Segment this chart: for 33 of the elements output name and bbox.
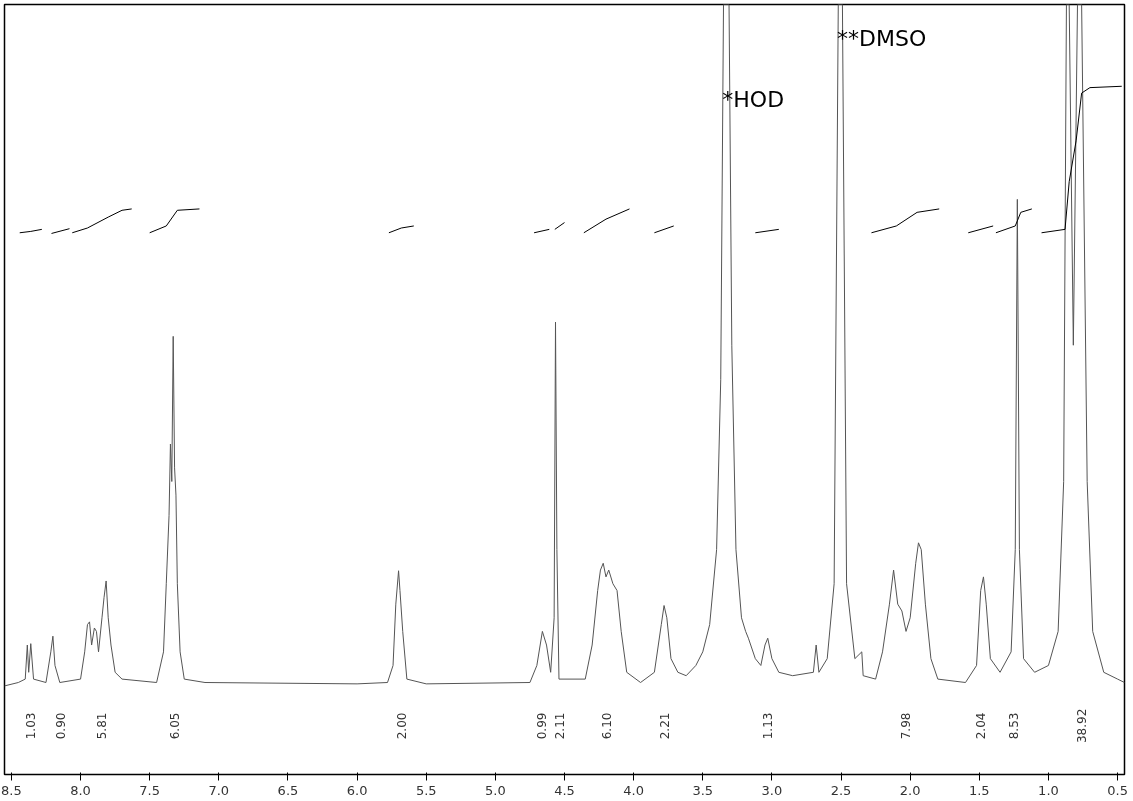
text: 2.00: [394, 712, 409, 740]
text: 1.03: [24, 712, 39, 740]
x-tick-label: 8.0: [70, 782, 91, 798]
text: 38.92: [1075, 708, 1090, 744]
x-tick-label: 0.5: [1107, 782, 1128, 798]
x-tick-label: 5.5: [415, 782, 437, 798]
x-tick-label: 1.5: [968, 782, 990, 798]
x-tick-label: 4.0: [623, 782, 644, 798]
text: 6.10: [600, 712, 615, 740]
text: 0.90: [54, 712, 68, 740]
text: 8.53: [1007, 712, 1022, 740]
annotation: *HOD: [722, 87, 785, 113]
text: 5.81: [95, 712, 110, 740]
x-tick-label: 3.0: [761, 782, 783, 798]
text: 2.21: [657, 712, 672, 740]
text: 1.13: [760, 712, 775, 740]
x-tick-label: 7.5: [139, 782, 161, 798]
x-tick-label: 3.5: [692, 782, 714, 798]
x-tick-label: 6.0: [346, 782, 368, 798]
text: 2.11: [553, 712, 568, 740]
x-tick-label: 6.5: [277, 782, 299, 798]
x-tick-label: 8.5: [1, 782, 22, 798]
text: 2.04: [974, 712, 989, 740]
x-tick-label: 2.0: [899, 782, 921, 798]
x-tick-label: 4.5: [554, 782, 575, 798]
x-tick-label: 2.5: [830, 782, 852, 798]
x-tick-label: 5.0: [485, 782, 506, 798]
x-tick-label: 1.0: [1038, 782, 1059, 798]
text: 0.99: [535, 712, 550, 740]
annotation: **DMSO: [837, 26, 927, 52]
text: 7.98: [898, 712, 913, 740]
text: 6.05: [168, 712, 183, 740]
x-tick-label: 7.0: [208, 782, 230, 798]
